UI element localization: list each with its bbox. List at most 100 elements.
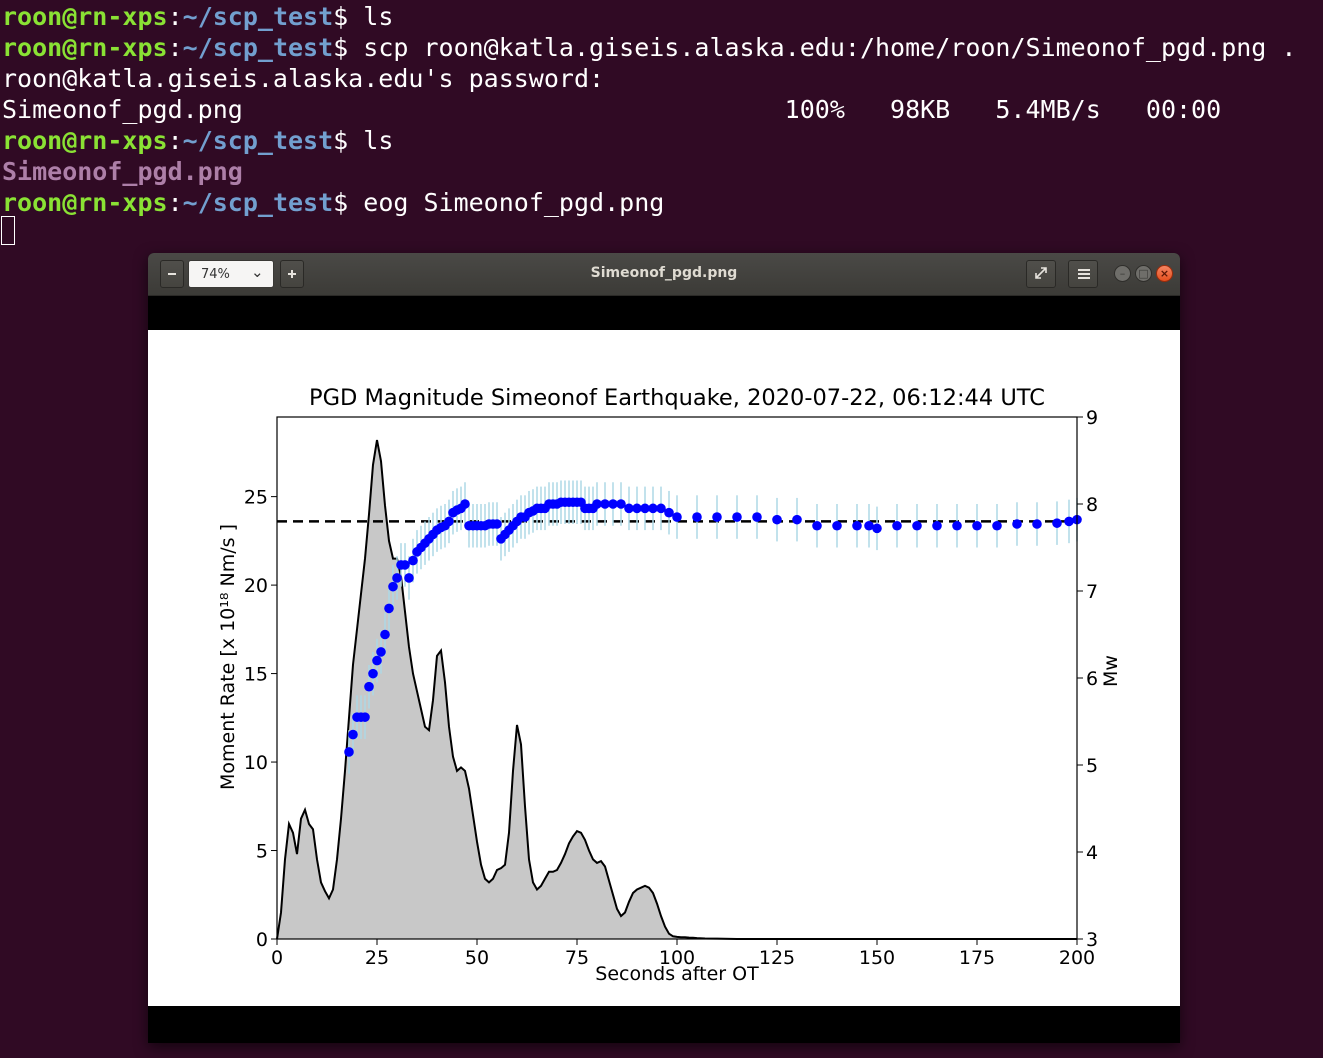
file-name: Simeonof_pgd.png xyxy=(2,157,243,186)
mw-point xyxy=(952,520,962,531)
close-icon: × xyxy=(1159,267,1170,280)
mw-point xyxy=(692,512,702,522)
terminal-command-line: roon@rn-xps:~/scp_test$ scp roon@katla.g… xyxy=(2,32,1296,63)
x-tick-label: 25 xyxy=(365,947,389,969)
y-tick-label-right: 9 xyxy=(1086,407,1098,429)
prompt-sign: $ xyxy=(333,126,364,155)
zoom-dropdown[interactable]: 74% ⌄ xyxy=(188,260,274,288)
prompt-path: ~/scp_test xyxy=(182,188,334,217)
mw-point xyxy=(388,581,398,592)
command-text: ls xyxy=(363,126,394,155)
zoom-in-button[interactable] xyxy=(280,260,304,288)
mw-point xyxy=(372,655,382,666)
mw-point xyxy=(608,499,618,509)
x-tick-label: 0 xyxy=(271,947,283,969)
mw-point xyxy=(380,629,390,640)
mw-point xyxy=(752,512,762,522)
maximize-icon: □ xyxy=(1138,267,1149,280)
mw-point xyxy=(972,520,982,531)
minimize-button[interactable]: – xyxy=(1114,265,1131,282)
mw-point xyxy=(400,560,410,570)
x-tick-label: 125 xyxy=(759,947,795,969)
y-tick-label-right: 6 xyxy=(1086,668,1098,690)
mw-point xyxy=(792,514,802,525)
prompt-separator: : xyxy=(167,188,183,217)
mw-point xyxy=(664,507,674,518)
figure-image: PGD Magnitude Simeonof Earthquake, 2020-… xyxy=(148,330,1180,1006)
mw-point xyxy=(640,503,650,514)
mw-point xyxy=(360,712,370,722)
prompt-user: roon@rn-xps xyxy=(2,126,168,155)
mw-point xyxy=(892,520,902,531)
y-tick-label-left: 10 xyxy=(244,752,268,774)
mw-point xyxy=(1032,519,1042,529)
x-tick-label: 200 xyxy=(1059,947,1095,969)
mw-point xyxy=(408,555,418,566)
mw-point xyxy=(592,499,602,509)
terminal-command-line: roon@rn-xps:~/scp_test$ ls xyxy=(2,1,393,32)
prompt-separator: : xyxy=(167,2,183,31)
mw-point xyxy=(912,520,922,531)
minimize-icon: – xyxy=(1119,267,1126,280)
y-axis-label-right: Mw xyxy=(1100,655,1122,687)
mw-point xyxy=(344,747,354,757)
zoom-out-button[interactable] xyxy=(160,260,184,288)
y-axis-label-left: Moment Rate [x 10¹⁸ Nm/s ] xyxy=(217,524,239,790)
menu-button[interactable] xyxy=(1068,260,1098,288)
image-canvas[interactable]: PGD Magnitude Simeonof Earthquake, 2020-… xyxy=(148,296,1180,1043)
mw-point xyxy=(672,512,682,522)
mw-point xyxy=(624,503,634,514)
prompt-sign: $ xyxy=(333,2,364,31)
mw-point xyxy=(648,503,658,514)
maximize-button[interactable]: □ xyxy=(1135,265,1152,282)
terminal-output-line: Simeonof_pgd.png 100% 98KB 5.4MB/s 00:00 xyxy=(2,95,1222,124)
prompt-path: ~/scp_test xyxy=(182,126,334,155)
y-tick-label-right: 3 xyxy=(1086,929,1098,951)
y-tick-label-left: 5 xyxy=(256,841,268,863)
moment-rate-line xyxy=(276,439,1077,940)
mw-point xyxy=(616,499,626,509)
mw-point xyxy=(712,512,722,522)
minus-icon xyxy=(168,273,176,275)
y-tick-label-right: 8 xyxy=(1086,494,1098,516)
file-listing: Simeonof_pgd.png xyxy=(2,156,243,187)
mw-point xyxy=(852,520,862,531)
image-viewer-window[interactable]: 74% ⌄ Simeonof_pgd.png – □ xyxy=(148,253,1180,1043)
y-tick-label-left: 25 xyxy=(244,487,268,509)
x-tick-label: 100 xyxy=(659,947,695,969)
pgd-chart: PGD Magnitude Simeonof Earthquake, 2020-… xyxy=(217,385,1122,985)
terminal-output-line: roon@katla.giseis.alaska.edu's password: xyxy=(2,64,605,93)
zoom-level: 74% xyxy=(201,267,230,282)
mw-point xyxy=(404,573,414,583)
terminal-command-line: roon@rn-xps:~/scp_test$ ls xyxy=(2,125,393,156)
mw-point xyxy=(460,499,470,509)
mw-point xyxy=(444,516,454,527)
x-axis-label: Seconds after OT xyxy=(595,963,759,985)
fullscreen-icon xyxy=(1035,267,1047,279)
mw-point xyxy=(600,499,610,509)
fullscreen-button[interactable] xyxy=(1026,260,1056,288)
mw-point xyxy=(992,520,1002,531)
mw-point xyxy=(368,668,378,679)
mw-point xyxy=(492,519,502,529)
terminal-cursor xyxy=(1,216,15,245)
mw-point xyxy=(632,503,642,514)
x-tick-label: 175 xyxy=(959,947,995,969)
header-bar: 74% ⌄ Simeonof_pgd.png – □ xyxy=(148,253,1180,296)
x-tick-label: 150 xyxy=(859,947,895,969)
prompt-sign: $ xyxy=(333,188,364,217)
prompt-user: roon@rn-xps xyxy=(2,2,168,31)
y-tick-label-left: 0 xyxy=(256,929,268,951)
mw-point xyxy=(1064,516,1074,527)
mw-point xyxy=(392,573,402,583)
y-tick-label-right: 4 xyxy=(1086,842,1098,864)
mw-point xyxy=(384,603,394,614)
mw-point xyxy=(832,520,842,531)
prompt-user: roon@rn-xps xyxy=(2,188,168,217)
y-tick-label-right: 5 xyxy=(1086,755,1098,777)
mw-point xyxy=(772,514,782,525)
mw-point xyxy=(1012,519,1022,529)
command-text: eog Simeonof_pgd.png xyxy=(363,188,665,217)
close-button[interactable]: × xyxy=(1156,265,1173,282)
